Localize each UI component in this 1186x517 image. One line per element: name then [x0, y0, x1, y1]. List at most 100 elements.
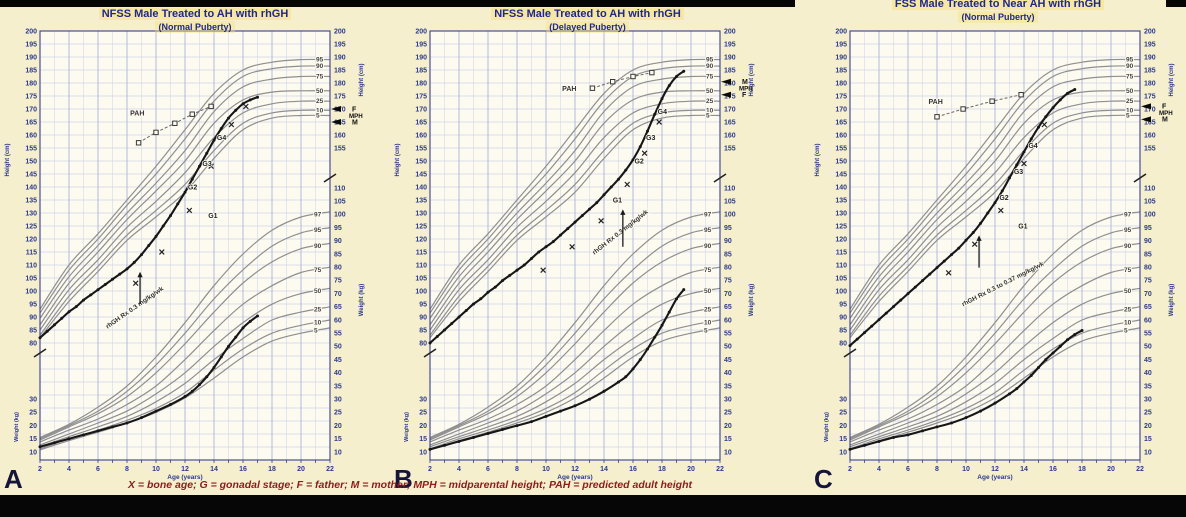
height-axis-tick-label: 160 [724, 132, 736, 139]
axis-break [323, 173, 337, 183]
weight-axis-tick-label: 60 [724, 317, 732, 324]
left-arrow-icon [721, 78, 731, 85]
weight-percentile-label: 75 [314, 267, 322, 274]
age-axis-tick-label: 8 [125, 466, 129, 473]
age-axis-tick-label: 22 [1136, 466, 1144, 473]
weight-axis-tick-label: 40 [334, 370, 342, 377]
weight-axis-tick-label: 25 [724, 410, 732, 417]
height-axis-tick-label: 180 [25, 80, 37, 87]
height-axis-tick-label: 100 [25, 288, 37, 295]
height-axis-tick-label: 200 [835, 28, 847, 35]
pah-marker [208, 103, 214, 110]
weight-percentile-label: 5 [314, 328, 318, 335]
height-axis-tick-label: 165 [835, 119, 847, 126]
weight-axis-tick-label: 75 [1144, 278, 1152, 285]
growth-chart-panel-a: 9795907550251059590755025105200195190185… [4, 28, 365, 494]
bone-age-markers [132, 103, 249, 287]
height-axis-tick-label: 150 [25, 158, 37, 165]
bone-age-markers [945, 121, 1048, 276]
height-axis-tick-label: 145 [25, 171, 37, 178]
weight-axis-tick-label: 90 [1144, 238, 1152, 245]
stature-percentile-label: 75 [706, 74, 714, 81]
weight-axis-tick-label: 80 [724, 265, 732, 272]
height-axis-tick-label: 190 [25, 54, 37, 61]
weight-percentile-label: 10 [314, 320, 322, 327]
age-axis-tick-label: 6 [96, 466, 100, 473]
weight-axis-tick-label: 105 [1144, 199, 1156, 206]
weight-axis-tick-label: 25 [29, 410, 37, 417]
height-axis-tick-label: 195 [1144, 41, 1156, 48]
weight-percentile-label: 10 [1124, 320, 1132, 327]
stature-percentile-label: 90 [706, 63, 714, 70]
height-axis-title-left: Height (cm) [815, 143, 821, 176]
weight-axis-tick-label: 30 [29, 397, 37, 404]
age-axis-tick-label: 22 [716, 466, 724, 473]
weight-percentile-label: 50 [704, 288, 712, 295]
pah-marker [189, 111, 195, 117]
height-axis-tick-label: 115 [836, 249, 847, 256]
height-axis-tick-label: 140 [415, 184, 427, 191]
panel-letter: B [394, 464, 413, 494]
stature-percentile-label: 95 [316, 57, 324, 64]
weight-axis-tick-label: 35 [334, 383, 342, 390]
father-height-label: F [352, 106, 357, 113]
height-axis-tick-label: 180 [1144, 80, 1156, 87]
age-axis-tick-label: 18 [1078, 466, 1086, 473]
axes: 2001951901851801751701651601551501451401… [815, 28, 1175, 481]
height-axis-tick-label: 195 [25, 41, 37, 48]
weight-axis-tick-label: 70 [724, 291, 732, 298]
panel-letter: A [4, 464, 23, 494]
age-axis-tick-label: 4 [877, 466, 881, 473]
pah-series: PAH [928, 92, 1024, 120]
pah-marker [934, 114, 940, 120]
gonadal-stage-label: G1 [1018, 224, 1027, 231]
stature-percentile-label: 50 [1126, 88, 1134, 95]
height-axis-tick-label: 130 [415, 210, 427, 217]
bone-age-markers [540, 119, 662, 274]
gonadal-stage-labels: G1 G2 G3 G4 [612, 108, 668, 205]
age-axis-tick-label: 20 [1107, 466, 1115, 473]
weight-axis-tick-label: 35 [724, 383, 732, 390]
height-axis-tick-label: 190 [334, 54, 346, 61]
pah-marker [960, 106, 966, 112]
weight-axis-tick-label: 30 [839, 397, 847, 404]
height-axis-tick-label: 140 [835, 184, 847, 191]
height-axis-tick-label: 200 [724, 28, 736, 35]
gonadal-stage-labels: G1 G2 G3 G4 [999, 142, 1039, 231]
height-axis-tick-label: 120 [415, 236, 427, 243]
age-axis-tick-label: 6 [906, 466, 910, 473]
height-axis-tick-label: 180 [334, 80, 346, 87]
pah-marker [153, 129, 159, 136]
patient-weight-curve [38, 314, 259, 449]
weight-percentile-label: 25 [1124, 306, 1132, 313]
height-axis-title-left: Height (cm) [395, 143, 401, 176]
weight-axis-title-right: Weight (kg) [1169, 284, 1175, 317]
weight-axis-tick-label: 55 [334, 331, 342, 338]
pah-marker [610, 79, 616, 85]
weight-axis-tick-label: 70 [1144, 291, 1152, 298]
stature-percentile-label: 50 [706, 88, 714, 95]
height-axis-tick-label: 85 [419, 327, 427, 334]
height-axis-tick-label: 100 [415, 288, 427, 295]
weight-axis-tick-label: 10 [839, 449, 847, 456]
height-axis-tick-label: 90 [839, 314, 847, 321]
pah-marker [1018, 92, 1024, 98]
height-axis-tick-label: 170 [1144, 106, 1156, 113]
height-axis-tick-label: 160 [25, 132, 37, 139]
height-axis-tick-label: 195 [415, 41, 427, 48]
height-axis-tick-label: 160 [415, 132, 427, 139]
weight-percentile-label: 25 [314, 306, 322, 313]
stature-percentile-label: 10 [1126, 107, 1134, 114]
height-axis-tick-label: 95 [839, 301, 847, 308]
grid [39, 30, 331, 461]
pah-marker [589, 85, 596, 91]
weight-axis-tick-label: 100 [1144, 212, 1156, 219]
weight-axis-tick-label: 20 [29, 423, 37, 430]
height-axis-tick-label: 185 [415, 67, 427, 74]
patient-height-curve [848, 88, 1077, 348]
height-axis-tick-label: 135 [835, 197, 847, 204]
gonadal-stage-labels: G1 G2 G3 G4 [187, 134, 227, 221]
gonadal-stage-label: G3 [202, 161, 211, 168]
height-axis-tick-label: 180 [415, 80, 427, 87]
